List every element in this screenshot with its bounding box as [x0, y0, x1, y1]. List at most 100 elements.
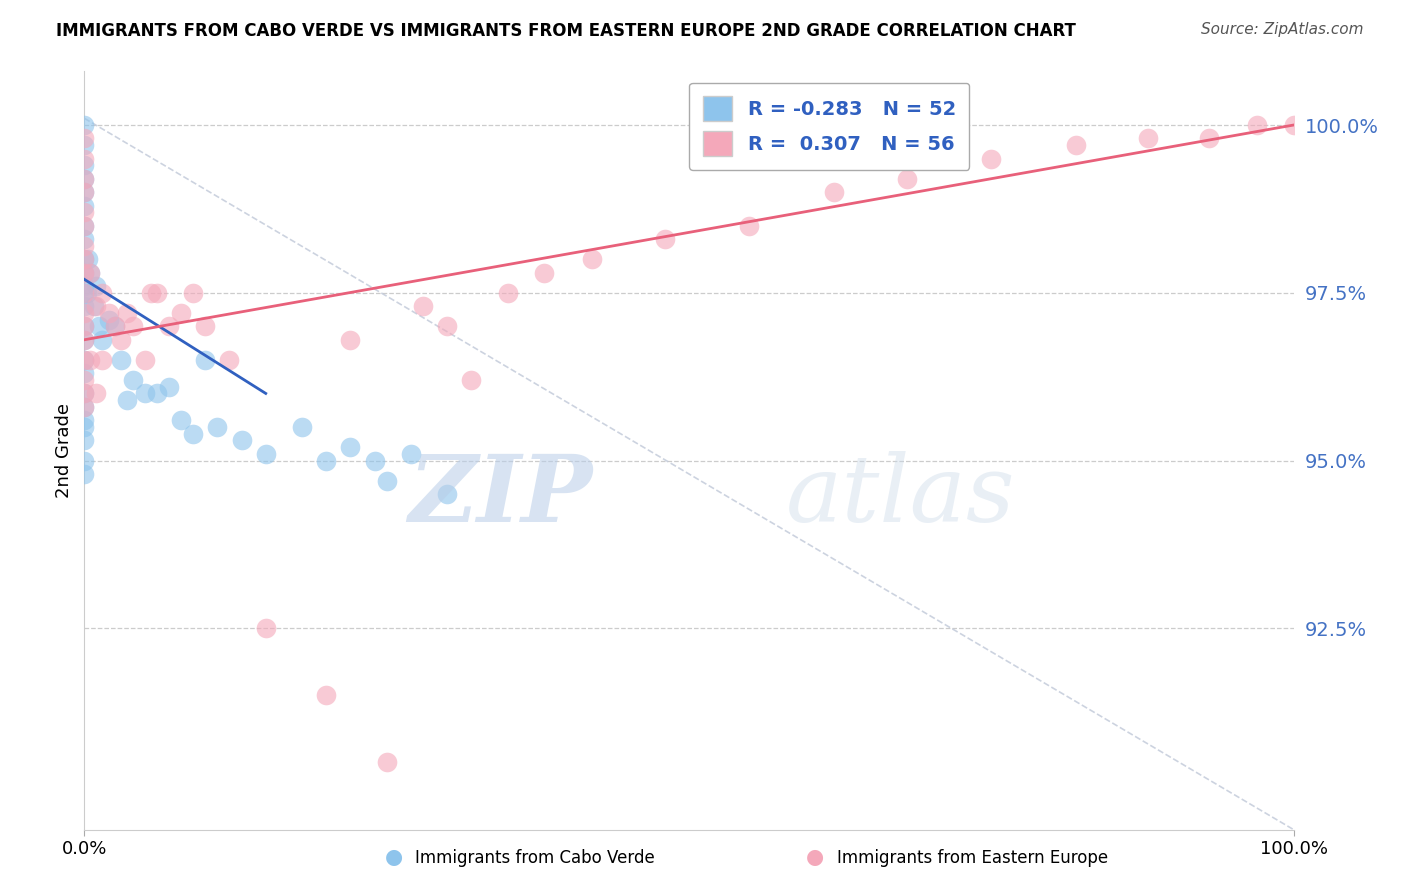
Point [315, 689, 337, 703]
Point [73, 434, 96, 448]
Point [73, 306, 96, 320]
Point [73, 185, 96, 199]
Point [496, 285, 519, 300]
Point [363, 453, 385, 467]
Point [110, 352, 132, 367]
Point [73, 131, 96, 145]
Point [77, 252, 100, 267]
Point [157, 380, 180, 394]
Point [73, 198, 96, 212]
Point [375, 474, 398, 488]
Point [1282, 118, 1305, 132]
Point [97, 312, 120, 326]
Point [134, 386, 156, 401]
Point [73, 285, 96, 300]
Point [87, 319, 110, 334]
Text: Immigrants from Eastern Europe: Immigrants from Eastern Europe [837, 849, 1108, 867]
Point [86, 299, 108, 313]
Point [146, 386, 169, 401]
Point [73, 366, 96, 380]
Text: ●: ● [807, 847, 824, 867]
Point [73, 333, 96, 347]
Point [1198, 131, 1220, 145]
Point [1064, 138, 1087, 153]
Point [73, 413, 96, 427]
Point [73, 373, 96, 387]
Point [73, 171, 96, 186]
Point [980, 152, 1002, 166]
Point [86, 386, 108, 401]
Point [339, 333, 361, 347]
Text: Immigrants from Cabo Verde: Immigrants from Cabo Verde [415, 849, 655, 867]
Point [581, 252, 603, 267]
Point [121, 319, 143, 334]
Y-axis label: 2nd Grade: 2nd Grade [55, 403, 73, 498]
Point [73, 319, 96, 334]
Point [146, 285, 169, 300]
Point [170, 306, 193, 320]
Point [115, 306, 138, 320]
Point [73, 279, 96, 293]
Point [73, 239, 96, 253]
Point [134, 352, 156, 367]
Point [315, 453, 337, 467]
Point [73, 299, 96, 313]
Point [654, 232, 676, 246]
Point [91, 285, 114, 300]
Point [73, 400, 96, 414]
Point [207, 420, 229, 434]
Point [104, 319, 127, 334]
Point [436, 487, 458, 501]
Point [194, 319, 217, 334]
Point [139, 285, 162, 300]
Point [73, 219, 96, 233]
Point [73, 420, 96, 434]
Point [79, 352, 101, 367]
Point [218, 352, 240, 367]
Point [73, 118, 96, 132]
Point [460, 373, 482, 387]
Point [375, 756, 398, 770]
Point [86, 279, 108, 293]
Point [76, 285, 98, 300]
Point [73, 453, 96, 467]
Point [1246, 118, 1268, 132]
Legend: R = -0.283   N = 52, R =  0.307   N = 56: R = -0.283 N = 52, R = 0.307 N = 56 [689, 83, 969, 169]
Point [73, 266, 96, 280]
Point [91, 333, 114, 347]
Point [73, 266, 96, 280]
Point [73, 252, 96, 267]
Point [73, 219, 96, 233]
Point [73, 158, 96, 172]
Point [83, 299, 105, 313]
Text: ●: ● [385, 847, 402, 867]
Point [73, 285, 96, 300]
Point [194, 352, 217, 367]
Point [115, 393, 138, 408]
Point [73, 333, 96, 347]
Point [339, 440, 361, 454]
Point [73, 232, 96, 246]
Point [73, 467, 96, 481]
Point [73, 171, 96, 186]
Point [254, 447, 277, 461]
Point [79, 266, 101, 280]
Point [97, 306, 120, 320]
Text: Source: ZipAtlas.com: Source: ZipAtlas.com [1201, 22, 1364, 37]
Point [73, 386, 96, 401]
Point [291, 420, 314, 434]
Point [79, 266, 101, 280]
Text: atlas: atlas [786, 451, 1015, 541]
Point [738, 219, 761, 233]
Point [231, 434, 253, 448]
Point [170, 413, 193, 427]
Point [73, 252, 96, 267]
Point [412, 299, 434, 313]
Point [73, 352, 96, 367]
Point [399, 447, 422, 461]
Point [157, 319, 180, 334]
Point [823, 185, 845, 199]
Point [1137, 131, 1160, 145]
Point [73, 400, 96, 414]
Point [110, 333, 132, 347]
